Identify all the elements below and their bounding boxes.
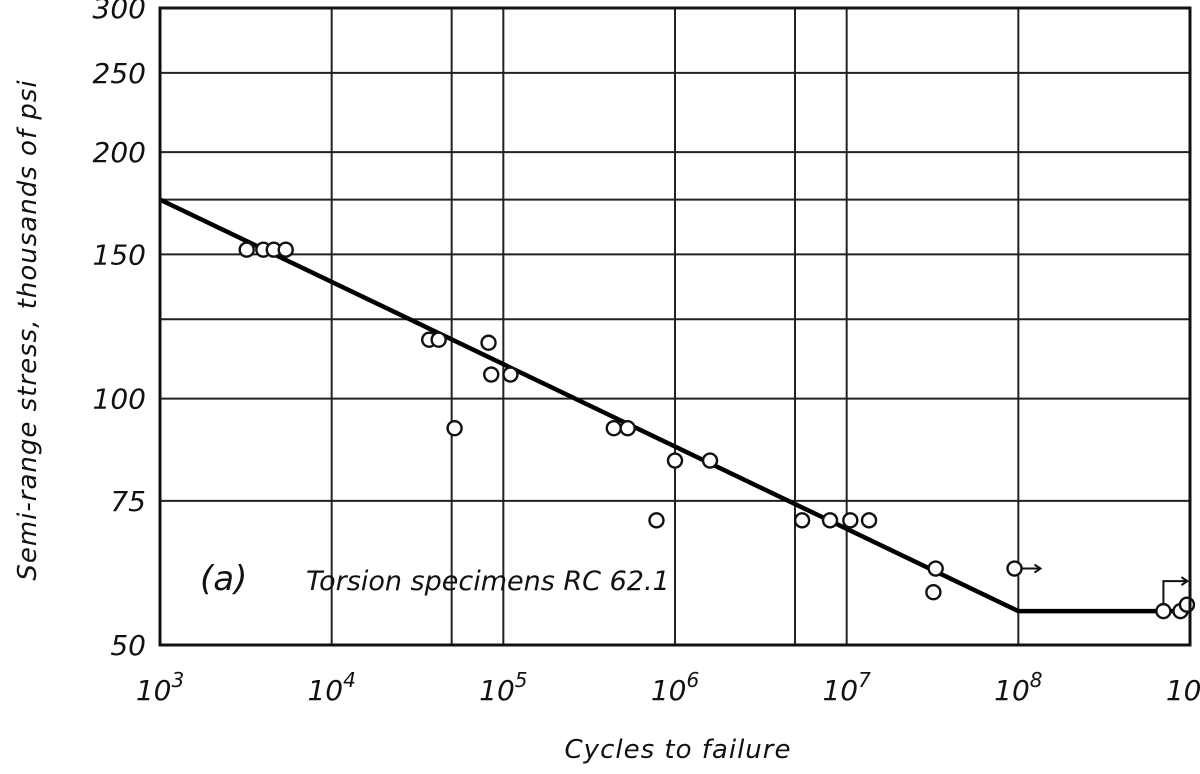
x-tick-exponent: 4 — [343, 668, 356, 692]
data-point — [619, 420, 636, 437]
x-tick-exponent: 3 — [171, 668, 184, 692]
data-point — [666, 452, 684, 469]
data-point — [483, 366, 500, 383]
data-point — [1178, 596, 1196, 613]
x-tick-exponent: 7 — [858, 668, 871, 692]
x-tick-label: 103 — [136, 668, 184, 707]
x-tick-exponent: 8 — [1030, 668, 1043, 692]
x-tick-base: 10 — [822, 674, 858, 707]
x-tick-exponent: 6 — [686, 668, 699, 692]
y-tick-labels: 50 75 100 150 200 250 300 — [93, 0, 146, 662]
data-point — [701, 452, 719, 469]
x-tick-label: 108 — [994, 668, 1042, 707]
panel-label: (a) — [200, 559, 247, 599]
data-point — [480, 334, 497, 351]
data-point — [925, 584, 942, 601]
y-tick-label: 250 — [93, 57, 146, 90]
data-point — [238, 241, 255, 258]
data-point — [793, 512, 811, 529]
data-point — [927, 560, 944, 577]
data-point — [502, 366, 519, 383]
x-tick-label: 109 — [1166, 668, 1200, 707]
y-tick-label: 75 — [110, 485, 146, 518]
data-point — [842, 512, 859, 529]
x-tick-label: 105 — [479, 668, 527, 707]
y-tick-label: 200 — [93, 136, 146, 169]
y-tick-label: 50 — [110, 629, 146, 662]
x-tick-base: 10 — [651, 674, 687, 707]
x-axis-title: Cycles to failure — [565, 735, 792, 765]
x-tick-base: 10 — [1166, 674, 1200, 707]
x-tick-labels: 103104105106107108109 — [136, 668, 1200, 707]
x-tick-base: 10 — [994, 674, 1030, 707]
data-point — [430, 331, 447, 348]
y-axis-title: Semi-range stress, thousands of psi — [13, 79, 43, 580]
x-tick-base: 10 — [479, 674, 515, 707]
runout-point — [1006, 560, 1023, 577]
x-tick-label: 104 — [307, 668, 355, 707]
y-tick-label: 150 — [93, 238, 146, 271]
data-point — [860, 512, 878, 529]
x-tick-label: 107 — [822, 668, 871, 707]
x-tick-base: 10 — [136, 674, 172, 707]
data-point — [446, 420, 463, 437]
data-point — [277, 241, 294, 258]
data-point — [821, 512, 839, 529]
x-tick-exponent: 5 — [515, 668, 528, 692]
x-tick-base: 10 — [307, 674, 343, 707]
points-layer — [238, 241, 1196, 620]
y-tick-label: 300 — [93, 0, 146, 25]
y-tick-label: 100 — [93, 383, 146, 416]
annotation-text: Torsion specimens RC 62.1 — [306, 566, 670, 597]
plot-frame — [158, 6, 1192, 647]
runout-arrow — [1022, 563, 1043, 574]
runout-arrow — [1162, 576, 1190, 604]
grid-layer — [160, 8, 1190, 645]
data-point — [605, 420, 622, 437]
data-point — [648, 512, 665, 529]
runout-point — [1155, 602, 1172, 620]
x-tick-label: 106 — [651, 668, 699, 707]
frame-layer — [158, 6, 1192, 647]
